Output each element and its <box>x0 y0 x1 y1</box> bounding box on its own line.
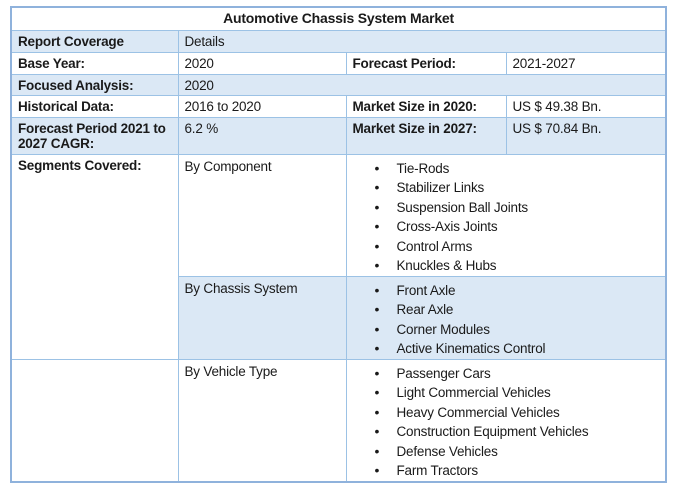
empty-cell <box>10 358 179 482</box>
segment-item-label: Control Arms <box>396 238 473 254</box>
forecast-period-value: 2021-2027 <box>505 51 667 75</box>
bullet-icon: • <box>374 364 380 381</box>
focused-analysis-value: 2020 <box>177 73 667 96</box>
segment-item-label: Suspension Ball Joints <box>396 199 529 215</box>
list-item: • Defense Vehicles <box>375 442 662 462</box>
segment-group-by-vehicle-type: By Vehicle Type <box>177 358 347 482</box>
market-size-2027-value: US $ 70.84 Bn. <box>505 116 667 155</box>
list-item: • Cross-Axis Joints <box>375 217 662 237</box>
list-item: • Passenger Cars <box>375 364 662 384</box>
segments-covered-label: Segments Covered: <box>10 153 179 360</box>
segment-item-label: Tie-Rods <box>396 160 450 176</box>
list-item: • Heavy Commercial Vehicles <box>375 403 662 423</box>
list-item: • Construction Equipment Vehicles <box>375 422 662 442</box>
segment-item-label: Active Kinematics Control <box>396 341 546 356</box>
market-size-2027-label: Market Size in 2027: <box>345 116 507 155</box>
bullet-icon: • <box>374 384 380 400</box>
bullet-icon: • <box>374 257 380 273</box>
segment-items-by-vehicle-type: • Passenger Cars • Light Commercial Vehicl… <box>345 358 667 482</box>
segment-item-label: Cross-Axis Joints <box>396 219 498 234</box>
market-size-2020-value: US $ 49.38 Bn. <box>505 95 667 118</box>
bullet-icon: • <box>374 281 380 298</box>
bullet-icon: • <box>374 301 380 317</box>
segment-items-by-component: • Tie-Rods • Stabilizer Links • Suspension … <box>345 153 667 277</box>
report-table-container: Automotive Chassis System Market Report … <box>10 6 668 483</box>
bullet-icon: • <box>374 442 380 459</box>
segment-item-label: Stabilizer Links <box>396 180 485 195</box>
segment-item-label: Rear Axle <box>396 302 454 317</box>
bullet-icon: • <box>374 218 380 234</box>
table-row: Historical Data: 2016 to 2020 Market Siz… <box>10 95 667 118</box>
segment-group-by-component: By Component <box>177 153 347 277</box>
table-row: Base Year: 2020 Forecast Period: 2021-20… <box>10 51 667 75</box>
table-title: Automotive Chassis System Market <box>10 6 667 31</box>
table-row: Automotive Chassis System Market <box>10 6 667 31</box>
focused-analysis-label: Focused Analysis: <box>10 73 179 96</box>
list-item: • Active Kinematics Control <box>374 339 662 358</box>
list-item: • Light Commercial Vehicles <box>375 383 662 403</box>
bullet-icon: • <box>374 159 380 176</box>
segment-item-label: Knuckles & Hubs <box>396 258 497 273</box>
table-row: Segments Covered: By Component • Tie-Rods… <box>10 153 667 360</box>
market-size-2020-label: Market Size in 2020: <box>345 95 507 118</box>
segment-item-label: Farm Tractors <box>396 463 479 478</box>
list-item: • Stabilizer Links <box>375 178 662 198</box>
bullet-icon: • <box>374 320 380 337</box>
list-item: • Corner Modules <box>375 320 662 340</box>
report-coverage-label: Report Coverage <box>10 29 179 53</box>
segment-item-label: Corner Modules <box>396 321 490 337</box>
report-coverage-value: Details <box>177 29 667 53</box>
bullet-icon: • <box>374 340 380 356</box>
segment-item-label: Defense Vehicles <box>396 443 498 459</box>
bullet-icon: • <box>374 423 380 439</box>
bullet-icon: • <box>374 179 380 195</box>
market-report-table: Automotive Chassis System Market Report … <box>10 6 668 483</box>
forecast-period-label: Forecast Period: <box>345 51 507 75</box>
segment-group-by-chassis-system: By Chassis System <box>177 275 347 360</box>
bullet-icon: • <box>374 462 380 478</box>
table-row: By Chassis System • Front Axle • Rear Axle… <box>11 275 667 360</box>
segment-item-label: Front Axle <box>396 282 456 298</box>
bullet-icon: • <box>374 403 380 420</box>
list-item: • Tie-Rods <box>375 159 662 179</box>
forecast-cagr-label: Forecast Period 2021 to 2027 CAGR: <box>10 116 179 155</box>
historical-data-value: 2016 to 2020 <box>177 95 347 118</box>
table-row: Report Coverage Details <box>10 29 667 53</box>
segment-items-by-chassis-system: • Front Axle • Rear Axle • Corner Modules •… <box>345 275 667 360</box>
list-item: • Knuckles & Hubs <box>374 256 662 275</box>
base-year-value: 2020 <box>177 51 347 75</box>
segment-item-label: Light Commercial Vehicles <box>396 385 551 400</box>
historical-data-label: Historical Data: <box>10 95 179 118</box>
table-row: Focused Analysis: 2020 <box>10 73 667 96</box>
table-row: Forecast Period 2021 to 2027 CAGR: 6.2 %… <box>10 116 667 155</box>
base-year-label: Base Year: <box>10 51 179 75</box>
bullet-icon: • <box>374 198 380 215</box>
list-item: • Suspension Ball Joints <box>375 198 662 218</box>
list-item: • Farm Tractors <box>375 461 662 481</box>
list-item: • Rear Axle <box>375 300 662 320</box>
segment-item-label: Passenger Cars <box>396 365 491 381</box>
bullet-icon: • <box>374 237 380 254</box>
table-row: By Vehicle Type • Passenger Cars • Light C… <box>10 358 667 482</box>
segment-item-label: Construction Equipment Vehicles <box>396 424 589 439</box>
list-item: • Front Axle <box>375 281 662 301</box>
forecast-cagr-value: 6.2 % <box>177 116 347 155</box>
list-item: • Control Arms <box>375 237 662 257</box>
segment-item-label: Heavy Commercial Vehicles <box>396 404 560 420</box>
